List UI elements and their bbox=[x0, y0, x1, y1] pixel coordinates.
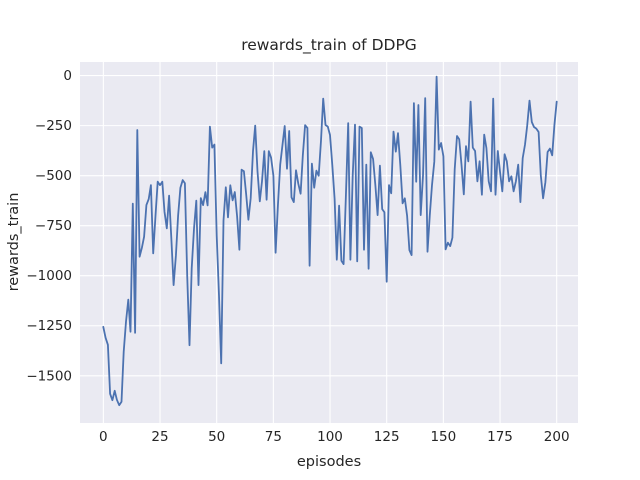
x-tick-label: 200 bbox=[544, 429, 570, 445]
y-tick-label: −250 bbox=[35, 118, 72, 134]
y-tick-label: −500 bbox=[35, 168, 72, 184]
x-axis-label: episodes bbox=[297, 454, 361, 470]
x-tick-label: 175 bbox=[487, 429, 513, 445]
plot-area bbox=[80, 62, 578, 423]
series-layer bbox=[102, 75, 558, 407]
x-tick-label: 25 bbox=[151, 429, 168, 445]
x-tick-label: 0 bbox=[99, 429, 108, 445]
x-tick-label: 150 bbox=[430, 429, 456, 445]
reward-line-series bbox=[102, 75, 558, 407]
x-tick-label: 75 bbox=[265, 429, 282, 445]
x-tick-label: 50 bbox=[208, 429, 225, 445]
x-tick-label: 100 bbox=[317, 429, 343, 445]
y-tick-label: −1250 bbox=[26, 318, 72, 334]
y-tick-label: −750 bbox=[35, 218, 72, 234]
tick-layer: 0 25 50 75 100 125 150 175 200 0 −250 −500 −750 −1000… bbox=[26, 68, 569, 445]
grid-layer bbox=[80, 62, 578, 423]
chart-title: rewards_train of DDPG bbox=[241, 36, 417, 55]
x-tick-label: 125 bbox=[374, 429, 400, 445]
y-tick-label: 0 bbox=[63, 68, 72, 84]
y-axis-label: rewards_train bbox=[6, 193, 22, 292]
y-tick-label: −1500 bbox=[26, 368, 72, 384]
y-tick-label: −1000 bbox=[26, 268, 72, 284]
